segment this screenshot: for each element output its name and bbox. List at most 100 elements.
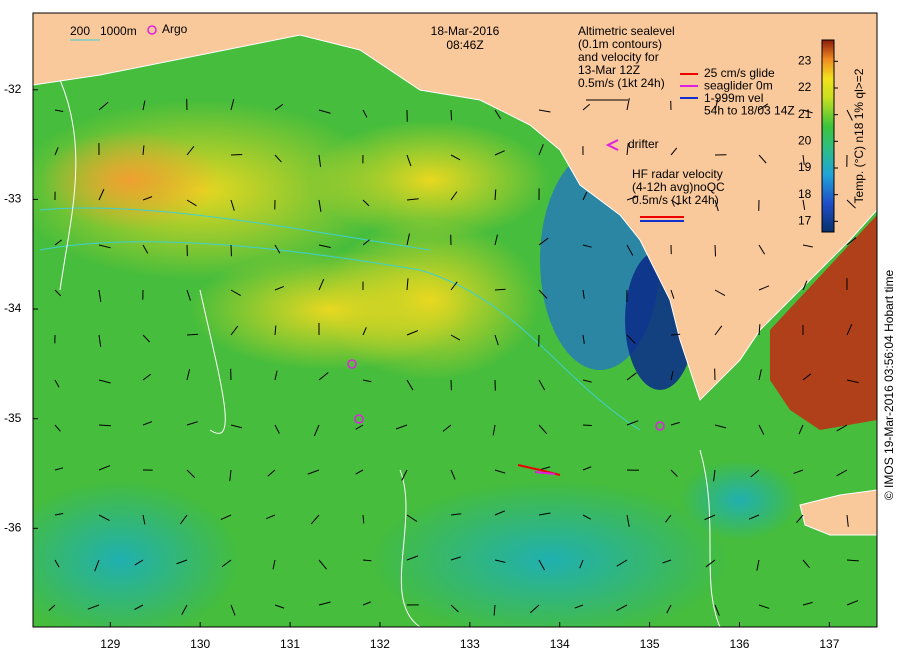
legend-line: 54h to 18/03 14Z [704, 104, 795, 118]
velocity-arrow [758, 154, 767, 164]
velocity-arrow [494, 288, 506, 291]
velocity-arrow [450, 604, 459, 613]
velocity-arrow [230, 604, 236, 616]
legend-line: Altimetric sealevel [578, 24, 675, 38]
velocity-arrow [142, 244, 149, 254]
legend-line: 0.5m/s (1kt 24h) [632, 193, 719, 207]
legend-line: and velocity for [578, 50, 659, 64]
velocity-arrow [362, 327, 367, 336]
velocity-arrow [450, 191, 458, 201]
velocity-arrow [846, 600, 859, 606]
velocity-arrow [310, 514, 320, 525]
velocity-arrow [802, 109, 813, 114]
velocity-arrow [142, 334, 151, 343]
velocity-arrow [494, 150, 505, 156]
velocity-arrow [802, 244, 813, 248]
velocity-arrow [802, 373, 812, 381]
velocity-arrow [538, 144, 544, 156]
x-tick-label: 132 [370, 637, 390, 651]
velocity-arrow [626, 98, 630, 111]
velocity-arrow [756, 559, 760, 571]
velocity-arrow [406, 555, 419, 561]
velocity-arrow [579, 559, 584, 569]
velocity-arrow [54, 239, 62, 246]
velocity-arrow [186, 421, 198, 426]
velocity-arrow [582, 466, 592, 471]
velocity-arrow [538, 512, 551, 516]
velocity-arrow [450, 109, 453, 121]
velocity-arrow [616, 604, 628, 612]
x-tick-label: 133 [460, 637, 480, 651]
velocity-arrow [494, 334, 499, 346]
velocity-arrow [362, 109, 368, 118]
velocity-arrow [793, 469, 804, 474]
velocity-arrow [758, 369, 762, 381]
velocity-arrow [798, 424, 804, 435]
velocity-arrow [318, 372, 329, 381]
legend-line: 13-Mar 12Z [578, 63, 640, 77]
velocity-arrow [670, 289, 675, 299]
velocity-arrow [626, 195, 639, 201]
x-tick-label: 135 [640, 637, 660, 651]
velocity-arrow [318, 559, 327, 570]
depth-label: 200 [70, 24, 90, 38]
velocity-arrow [796, 514, 804, 523]
colorbar-tick-label: 20 [798, 134, 812, 148]
velocity-arrow [220, 514, 232, 521]
velocity-arrow [713, 469, 716, 482]
legend: 200 1000m Argo 18-Mar-2016 08:46Z drifte… [70, 22, 698, 222]
velocity-arrow [48, 604, 56, 611]
velocity-arrow [186, 145, 195, 156]
legend-line: HF radar velocity [632, 167, 723, 181]
velocity-arrow [355, 424, 364, 430]
velocity-arrow [186, 333, 199, 336]
velocity-arrow [267, 469, 276, 477]
time: 08:46Z [446, 38, 483, 52]
date: 18-Mar-2016 [431, 24, 500, 38]
velocity-arrow [54, 379, 60, 388]
velocity-arrow [181, 604, 188, 616]
velocity-arrow [616, 559, 628, 567]
argo-float [655, 421, 665, 431]
velocity-arrows [48, 98, 859, 616]
velocity-arrow [54, 147, 59, 156]
velocity-arrow [94, 559, 100, 572]
velocity-arrow [670, 147, 678, 156]
velocity-arrow [54, 559, 60, 568]
velocity-arrow [714, 424, 727, 429]
velocity-arrow [265, 514, 276, 520]
credit: © IMOS 19-Mar-2016 03:56:04 Hobart time [882, 270, 896, 501]
velocity-arrow [179, 514, 188, 525]
velocity-arrow [401, 469, 408, 481]
velocity-arrow [307, 469, 320, 475]
argo-label: Argo [162, 22, 188, 36]
velocity-arrow [714, 289, 726, 296]
colorbar-tick-label: 19 [798, 160, 812, 174]
velocity-arrow [142, 373, 152, 381]
velocity-arrow [846, 323, 853, 336]
velocity-arrow [98, 465, 111, 471]
velocity-arrow [54, 424, 61, 432]
glider-track [534, 471, 556, 475]
velocity-arrow [406, 154, 412, 167]
velocity-arrow [714, 98, 719, 111]
velocity-arrow [318, 199, 322, 212]
velocity-arrow [406, 198, 419, 201]
velocity-arrow [186, 199, 197, 207]
velocity-arrow [538, 559, 546, 571]
velocity-arrow [802, 601, 813, 606]
velocity-arrow [362, 199, 370, 207]
velocity-arrow [406, 514, 418, 522]
velocity-arrow [705, 559, 716, 568]
velocity-arrow [406, 233, 410, 246]
velocity-arrow [802, 154, 805, 165]
velocity-arrow [395, 424, 408, 430]
velocity-arrow [494, 189, 497, 201]
legend-line: (0.1m contours) [578, 37, 662, 51]
velocity-arrow [538, 424, 548, 434]
depth-label: 1000m [100, 24, 137, 38]
velocity-arrow [758, 324, 761, 336]
velocity-arrow [538, 379, 546, 391]
velocity-arrow [538, 109, 551, 113]
